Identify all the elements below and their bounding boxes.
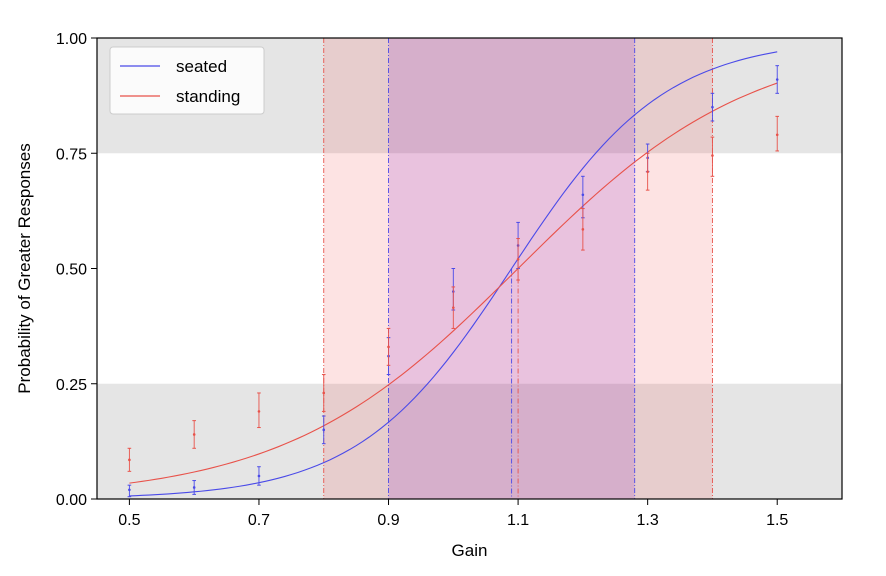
standing-marker — [711, 154, 714, 157]
seated-fit-curve — [129, 51, 778, 497]
standing-marker — [775, 133, 779, 137]
y-tick-label: 0.00 — [56, 492, 87, 509]
y-tick-label: 0.50 — [56, 262, 87, 279]
y-tick-label: 1.00 — [56, 31, 87, 48]
standing-marker — [452, 306, 455, 309]
x-tick-label: 1.1 — [507, 512, 529, 529]
standing-data-point — [516, 238, 520, 281]
seated-marker — [711, 105, 714, 109]
y-tick-label: 0.25 — [56, 377, 87, 394]
standing-marker — [387, 345, 390, 349]
standing-marker — [192, 433, 196, 436]
standing-data-point — [645, 152, 650, 191]
standing-marker — [581, 228, 585, 231]
legend-label-standing: standing — [176, 87, 240, 106]
standing-data-point — [321, 374, 326, 412]
curves-layer — [129, 51, 778, 497]
seated-data-point — [321, 415, 326, 445]
standing-data-point — [192, 420, 196, 449]
legend-box — [109, 46, 265, 115]
x-tick-label: 0.5 — [118, 512, 140, 529]
standing-data-point — [581, 208, 585, 251]
standing-marker — [516, 257, 520, 261]
seated-data-point — [192, 480, 196, 495]
standing-data-point — [127, 447, 132, 472]
points-layer — [127, 65, 780, 498]
x-axis-title: Gain — [452, 541, 488, 560]
standing-marker — [257, 410, 261, 413]
seated-marker — [257, 474, 261, 478]
x-axis: 0.5 0.7 0.9 1.1 1.3 1.5 — [118, 499, 788, 529]
seated-data-point — [127, 484, 132, 498]
y-axis: 0.00 0.25 0.50 0.75 1.00 — [56, 31, 97, 509]
standing-marker — [322, 391, 326, 395]
seated-marker — [322, 428, 326, 432]
x-tick-label: 1.3 — [637, 512, 659, 529]
seated-marker — [128, 488, 131, 492]
standing-data-point — [775, 115, 780, 152]
standing-fit-curve — [129, 82, 778, 484]
standing-data-point — [710, 136, 715, 177]
standing-marker — [128, 458, 131, 462]
seated-data-point — [257, 466, 261, 486]
x-tick-label: 0.7 — [248, 512, 270, 529]
standing-data-point — [451, 286, 456, 329]
grey-band-0 — [97, 383, 842, 499]
legend-label-seated: seated — [176, 57, 227, 76]
seated-marker — [581, 193, 585, 197]
legend: seated standing — [109, 46, 265, 115]
seated-data-point — [710, 92, 715, 122]
y-tick-label: 0.75 — [56, 146, 87, 163]
standing-data-point — [257, 392, 261, 429]
y-axis-title: Probability of Greater Responses — [15, 143, 34, 393]
seated-data-point — [775, 65, 780, 94]
standing-data-point — [386, 327, 391, 366]
standing-marker — [646, 170, 649, 173]
seated-marker — [775, 78, 779, 81]
x-tick-label: 1.5 — [766, 512, 788, 529]
x-tick-label: 0.9 — [377, 512, 399, 529]
seated-marker — [192, 486, 196, 489]
